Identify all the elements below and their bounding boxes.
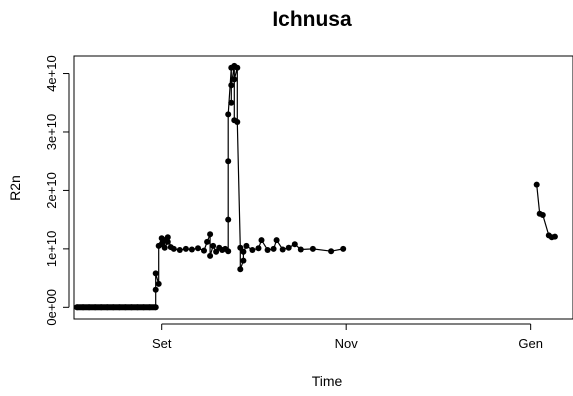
data-point bbox=[225, 248, 232, 255]
data-point bbox=[264, 247, 271, 253]
data-point bbox=[249, 247, 256, 253]
data-point bbox=[225, 111, 232, 118]
data-point bbox=[228, 82, 235, 89]
data-point bbox=[340, 245, 347, 252]
data-point bbox=[182, 245, 189, 252]
x-axis: Set Nov Gen bbox=[152, 323, 543, 351]
data-point bbox=[164, 234, 171, 241]
data-point bbox=[240, 248, 247, 255]
data-point bbox=[551, 233, 558, 240]
plot-area-border bbox=[73, 55, 573, 320]
data-point bbox=[176, 247, 183, 253]
data-point bbox=[234, 64, 241, 71]
data-point bbox=[237, 266, 244, 273]
data-point bbox=[152, 286, 159, 293]
y-axis: 0e+00 1e+10 2e+10 3e+10 4e+10 bbox=[44, 55, 70, 326]
data-point bbox=[297, 246, 304, 253]
data-point bbox=[204, 238, 211, 245]
data-point bbox=[533, 181, 540, 188]
chart-title: Ichnusa bbox=[272, 8, 352, 31]
data-point bbox=[225, 216, 232, 223]
data-point bbox=[161, 244, 168, 251]
data-point bbox=[231, 76, 238, 83]
data-point bbox=[273, 237, 280, 244]
data-point bbox=[225, 158, 232, 165]
data-point bbox=[240, 257, 247, 264]
x-axis-label: Time bbox=[312, 373, 343, 389]
x-tick-label: Gen bbox=[518, 336, 543, 351]
data-point bbox=[237, 244, 244, 251]
data-point bbox=[164, 238, 171, 245]
series-line bbox=[77, 65, 344, 308]
y-tick-label: 1e+10 bbox=[44, 231, 59, 268]
y-tick-label: 2e+10 bbox=[44, 172, 59, 209]
data-point bbox=[207, 231, 214, 238]
data-point bbox=[285, 244, 292, 251]
x-tick-label: Nov bbox=[335, 336, 359, 351]
data-point bbox=[188, 246, 195, 253]
data-point bbox=[279, 246, 286, 253]
y-axis-label: R2n bbox=[7, 175, 23, 201]
data-point bbox=[152, 270, 159, 277]
data-point bbox=[207, 252, 214, 259]
data-point bbox=[328, 248, 335, 255]
data-point bbox=[228, 99, 235, 106]
data-point bbox=[258, 237, 265, 244]
data-point bbox=[270, 245, 277, 252]
y-tick-label: 3e+10 bbox=[44, 114, 59, 151]
data-point bbox=[210, 242, 217, 249]
data-point bbox=[243, 242, 250, 249]
series-layer bbox=[74, 62, 558, 311]
x-tick-label: Set bbox=[152, 336, 172, 351]
data-point bbox=[539, 212, 546, 218]
data-point bbox=[201, 247, 207, 254]
data-point bbox=[195, 245, 201, 252]
data-point bbox=[213, 248, 220, 255]
data-point bbox=[234, 119, 241, 125]
data-point bbox=[155, 280, 162, 287]
data-point bbox=[309, 245, 316, 252]
y-tick-label: 4e+10 bbox=[44, 55, 59, 92]
data-point bbox=[255, 245, 262, 252]
y-tick-label: 0e+00 bbox=[44, 289, 59, 326]
data-point bbox=[170, 245, 177, 252]
data-point bbox=[291, 241, 298, 248]
